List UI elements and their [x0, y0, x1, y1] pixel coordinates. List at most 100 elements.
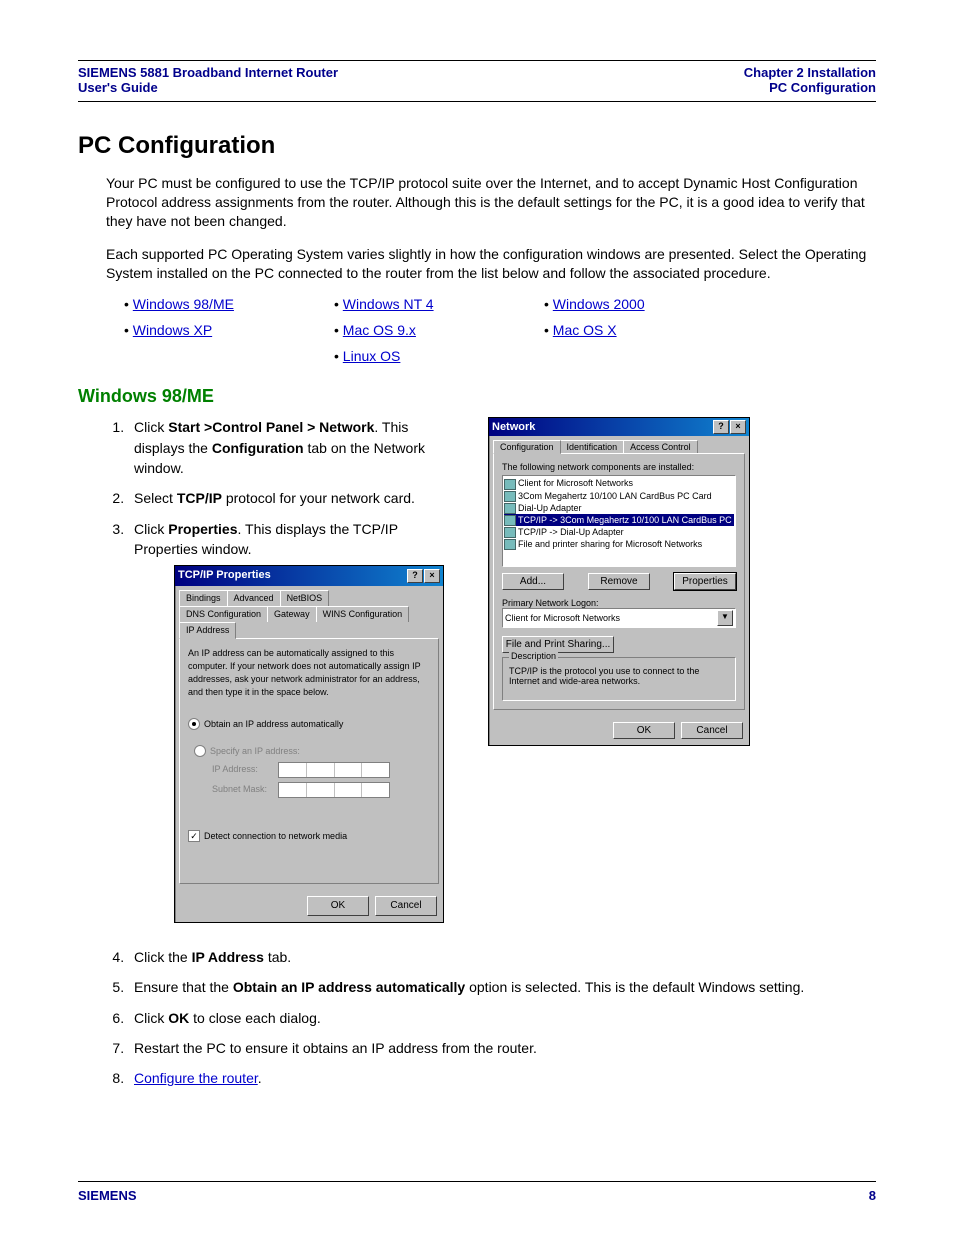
header-rule-top — [78, 60, 876, 61]
close-icon[interactable]: × — [730, 420, 746, 434]
specify-ip-group: Specify an IP address: IP Address: Subne… — [188, 735, 430, 808]
ok-button[interactable]: OK — [307, 896, 369, 917]
page-title: PC Configuration — [78, 132, 876, 160]
footer-brand: SIEMENS — [78, 1188, 137, 1203]
footer-page-number: 8 — [869, 1188, 876, 1203]
section-heading-windows-98: Windows 98/ME — [78, 386, 876, 407]
step-5: Ensure that the Obtain an IP address aut… — [128, 977, 876, 997]
radio-icon — [194, 745, 206, 757]
header-left: SIEMENS 5881 Broadband Internet Router U… — [78, 65, 338, 95]
tcpip-blurb: An IP address can be automatically assig… — [188, 647, 430, 699]
primary-logon-dropdown[interactable]: Client for Microsoft Networks ▼ — [502, 608, 736, 628]
radio-specify-ip[interactable]: Specify an IP address: — [194, 745, 424, 758]
component-icon — [504, 515, 516, 526]
titlebar-controls: ? × — [407, 569, 440, 583]
tcpip-title: TCP/IP Properties — [178, 568, 271, 584]
list-item-selected[interactable]: TCP/IP -> 3Com Megahertz 10/100 LAN Card… — [504, 514, 734, 526]
remove-button[interactable]: Remove — [588, 573, 650, 590]
network-panel: The following network components are ins… — [493, 453, 745, 710]
dropdown-value: Client for Microsoft Networks — [505, 613, 620, 623]
step-8: Configure the router. — [128, 1068, 876, 1088]
link-mac-os-x[interactable]: Mac OS X — [553, 322, 617, 338]
checkbox-icon: ✓ — [188, 830, 200, 842]
tab-netbios[interactable]: NetBIOS — [280, 590, 330, 606]
tcpip-tabs-row2: DNS Configuration Gateway WINS Configura… — [175, 606, 443, 638]
radio-icon — [188, 718, 200, 730]
os-item: Windows 98/ME — [124, 296, 334, 312]
link-mac-os-9[interactable]: Mac OS 9.x — [343, 322, 416, 338]
component-icon — [504, 479, 516, 490]
components-listbox[interactable]: Client for Microsoft Networks 3Com Megah… — [502, 475, 736, 567]
tcpip-tabs-row1: Bindings Advanced NetBIOS — [175, 586, 443, 606]
step-2: Select TCP/IP protocol for your network … — [128, 488, 458, 508]
tab-dns-configuration[interactable]: DNS Configuration — [179, 606, 268, 622]
tab-access-control[interactable]: Access Control — [623, 440, 698, 453]
cancel-button[interactable]: Cancel — [681, 722, 743, 739]
component-buttons: Add... Remove Properties — [502, 573, 736, 590]
tab-identification[interactable]: Identification — [560, 440, 625, 453]
description-text: TCP/IP is the protocol you use to connec… — [509, 666, 729, 694]
tab-wins-configuration[interactable]: WINS Configuration — [316, 606, 410, 622]
page: SIEMENS 5881 Broadband Internet Router U… — [0, 0, 954, 1235]
titlebar-controls: ? × — [713, 420, 746, 434]
os-item: Windows 2000 — [544, 296, 754, 312]
network-title: Network — [492, 421, 535, 433]
page-footer: SIEMENS 8 — [78, 1181, 876, 1203]
os-item: Windows XP — [124, 322, 334, 338]
link-windows-2000[interactable]: Windows 2000 — [553, 296, 645, 312]
tab-gateway[interactable]: Gateway — [267, 606, 317, 622]
header-right: Chapter 2 Installation PC Configuration — [744, 65, 876, 95]
link-configure-router[interactable]: Configure the router — [134, 1070, 258, 1086]
tcpip-properties-dialog: TCP/IP Properties ? × Bindings Advanced … — [174, 565, 444, 923]
link-windows-98-me[interactable]: Windows 98/ME — [133, 296, 234, 312]
header-product: SIEMENS 5881 Broadband Internet Router — [78, 65, 338, 80]
component-icon — [504, 527, 516, 538]
network-tabs: Configuration Identification Access Cont… — [489, 436, 749, 453]
os-item: Mac OS 9.x — [334, 322, 544, 338]
list-item[interactable]: Client for Microsoft Networks — [504, 477, 734, 489]
add-button[interactable]: Add... — [502, 573, 564, 590]
list-item[interactable]: Dial-Up Adapter — [504, 502, 734, 514]
step-6: Click OK to close each dialog. — [128, 1008, 876, 1028]
radio-obtain-ip[interactable]: Obtain an IP address automatically — [188, 718, 430, 731]
tcpip-titlebar: TCP/IP Properties ? × — [175, 566, 443, 586]
list-item[interactable]: 3Com Megahertz 10/100 LAN CardBus PC Car… — [504, 490, 734, 502]
ok-button[interactable]: OK — [613, 722, 675, 739]
tab-bindings[interactable]: Bindings — [179, 590, 228, 606]
ip-address-input[interactable] — [278, 762, 390, 778]
component-icon — [504, 503, 516, 514]
network-dialog: Network ? × Configuration Identification… — [488, 417, 750, 746]
step-1: Click Start >Control Panel > Network. Th… — [128, 417, 458, 478]
link-windows-xp[interactable]: Windows XP — [133, 322, 212, 338]
link-linux-os[interactable]: Linux OS — [343, 348, 401, 364]
close-icon[interactable]: × — [424, 569, 440, 583]
help-icon[interactable]: ? — [407, 569, 423, 583]
step-7: Restart the PC to ensure it obtains an I… — [128, 1038, 876, 1058]
primary-logon-label: Primary Network Logon: — [502, 598, 736, 608]
step-3: Click Properties. This displays the TCP/… — [128, 519, 458, 924]
properties-button[interactable]: Properties — [674, 573, 736, 590]
detect-connection-checkbox[interactable]: ✓ Detect connection to network media — [188, 830, 430, 843]
header-doc: User's Guide — [78, 80, 338, 95]
list-item[interactable]: File and printer sharing for Microsoft N… — [504, 538, 734, 550]
tab-configuration[interactable]: Configuration — [493, 440, 561, 454]
intro-paragraph-1: Your PC must be configured to use the TC… — [106, 174, 876, 231]
components-label: The following network components are ins… — [502, 462, 736, 472]
link-windows-nt-4[interactable]: Windows NT 4 — [343, 296, 434, 312]
network-button-row: OK Cancel — [489, 716, 749, 745]
component-icon — [504, 491, 516, 502]
os-item: Mac OS X — [544, 322, 754, 338]
os-item: Linux OS — [334, 348, 544, 364]
steps-left-column: Click Start >Control Panel > Network. Th… — [78, 417, 458, 933]
description-group: Description TCP/IP is the protocol you u… — [502, 657, 736, 701]
page-header: SIEMENS 5881 Broadband Internet Router U… — [78, 65, 876, 102]
cancel-button[interactable]: Cancel — [375, 896, 437, 917]
tab-advanced[interactable]: Advanced — [227, 590, 281, 606]
list-item[interactable]: TCP/IP -> Dial-Up Adapter — [504, 526, 734, 538]
tab-ip-address[interactable]: IP Address — [179, 622, 236, 639]
ip-address-field: IP Address: — [212, 762, 424, 778]
subnet-mask-input[interactable] — [278, 782, 390, 798]
tcpip-panel: An IP address can be automatically assig… — [179, 638, 439, 883]
os-item: Windows NT 4 — [334, 296, 544, 312]
help-icon[interactable]: ? — [713, 420, 729, 434]
